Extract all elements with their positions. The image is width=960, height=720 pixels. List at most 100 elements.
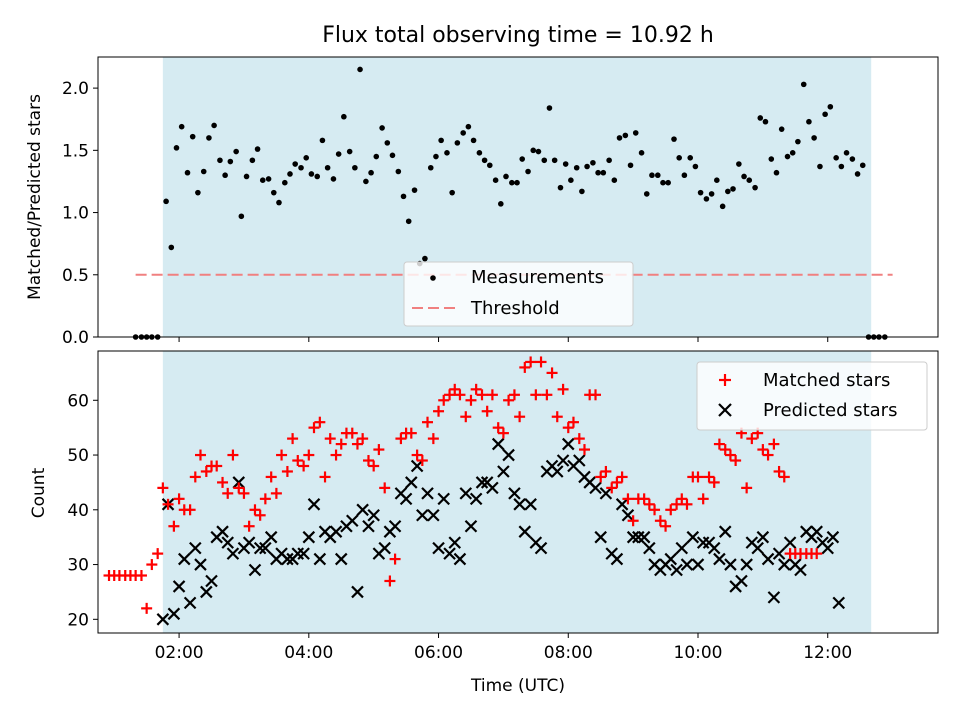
measurement-point [854,171,861,177]
measurement-point [249,157,256,164]
matched-star-marker [611,476,623,488]
matched-star-marker [233,482,245,494]
matched-star-marker [362,455,374,467]
predicted-star-marker [691,558,705,571]
matched-star-marker [222,487,234,499]
predicted-star-marker [761,552,775,566]
predicted-star-marker [475,476,489,489]
measurement-point [660,179,666,186]
predicted-star-marker [437,492,451,506]
matched-star-marker [530,389,542,401]
matched-star-marker [135,570,147,582]
predicted-star-marker [464,519,478,533]
matched-star-marker [254,509,266,521]
measurement-point [217,157,223,164]
matched-star-marker [622,493,634,505]
measurement-point [368,169,374,176]
measurement-point [438,137,444,144]
x-tick-label: 12:00 [803,643,852,663]
predicted-star-marker [502,448,515,462]
predicted-star-marker [626,530,640,544]
predicted-star-marker [573,454,586,467]
x-tick-label: 08:00 [544,643,593,663]
predicted-star-marker [242,536,256,549]
matched-star-marker [314,416,326,428]
measurement-point [752,184,758,191]
y-tick-label: 40 [67,501,89,521]
predicted-star-marker [637,530,651,544]
measurement-point [541,157,548,164]
matched-star-marker [708,476,720,488]
measurement-point [611,177,618,183]
measurement-point [757,115,764,121]
matched-star-marker [600,465,612,477]
measurement-point [476,150,483,156]
measurement-point [200,168,207,175]
measurement-point [773,169,780,176]
predicted-star-marker [794,563,807,577]
matched-star-marker [595,471,607,483]
measurement-point [270,189,277,196]
measurement-point [460,130,466,136]
matched-star-marker [481,405,493,417]
measurement-point [395,168,402,175]
matched-star-marker [703,471,715,483]
predicted-star-marker [205,574,218,588]
matched-star-marker [606,482,618,494]
measurement-point [303,155,310,161]
predicted-star-marker [686,530,700,544]
predicted-star-marker [718,525,732,538]
measurement-point [649,172,655,179]
matched-star-marker [330,449,342,461]
measurement-point [163,198,169,205]
measurement-point [195,189,201,196]
matched-star-marker [778,471,790,483]
y-axis-label: Count [29,467,49,518]
predicted-star-marker [594,530,607,544]
measurement-point [762,118,769,125]
measurement-point [789,150,796,156]
predicted-star-marker [740,558,753,571]
matched-star-marker [276,449,288,461]
measurement-point [427,164,434,171]
matched-star-marker [351,438,363,450]
measurement-point [736,161,742,167]
predicted-star-marker [459,487,473,500]
y-tick-label: 0.0 [62,328,89,348]
measurement-point [509,179,515,186]
matched-star-marker [194,449,206,461]
predicted-star-marker [589,481,602,495]
matched-star-marker [438,394,450,406]
measurement-point [298,164,304,171]
matched-star-marker [384,575,396,587]
matched-star-marker [573,433,585,445]
predicted-star-marker [410,459,424,473]
predicted-star-marker [329,525,343,538]
matched-star-marker [654,515,666,527]
measurement-point [654,172,661,179]
matched-star-marker [454,389,466,401]
matched-star-marker [168,520,180,532]
measurement-point [535,148,542,155]
y-tick-label: 20 [67,610,89,630]
measurement-point [768,156,775,162]
x-tick-label: 10:00 [674,643,723,663]
predicted-star-marker [156,613,170,626]
measurement-points [132,66,888,340]
legend-label-measurements: Measurements [471,267,604,288]
x-axis-label: Time (UTC) [470,676,565,696]
y-tick-label: 2.0 [62,79,89,99]
measurement-point [573,164,580,171]
predicted-star-marker [767,591,781,604]
measurement-point [492,177,499,183]
measurement-point [676,155,682,161]
matched-star-marker [470,383,482,395]
y-tick-label: 0.5 [62,266,89,286]
measurement-point [811,135,817,141]
measurement-point [703,196,710,202]
predicted-star-marker [783,536,797,549]
matched-star-marker [638,493,650,505]
measurement-point [795,138,801,145]
measurement-point [833,155,839,161]
measurement-point [778,126,785,132]
